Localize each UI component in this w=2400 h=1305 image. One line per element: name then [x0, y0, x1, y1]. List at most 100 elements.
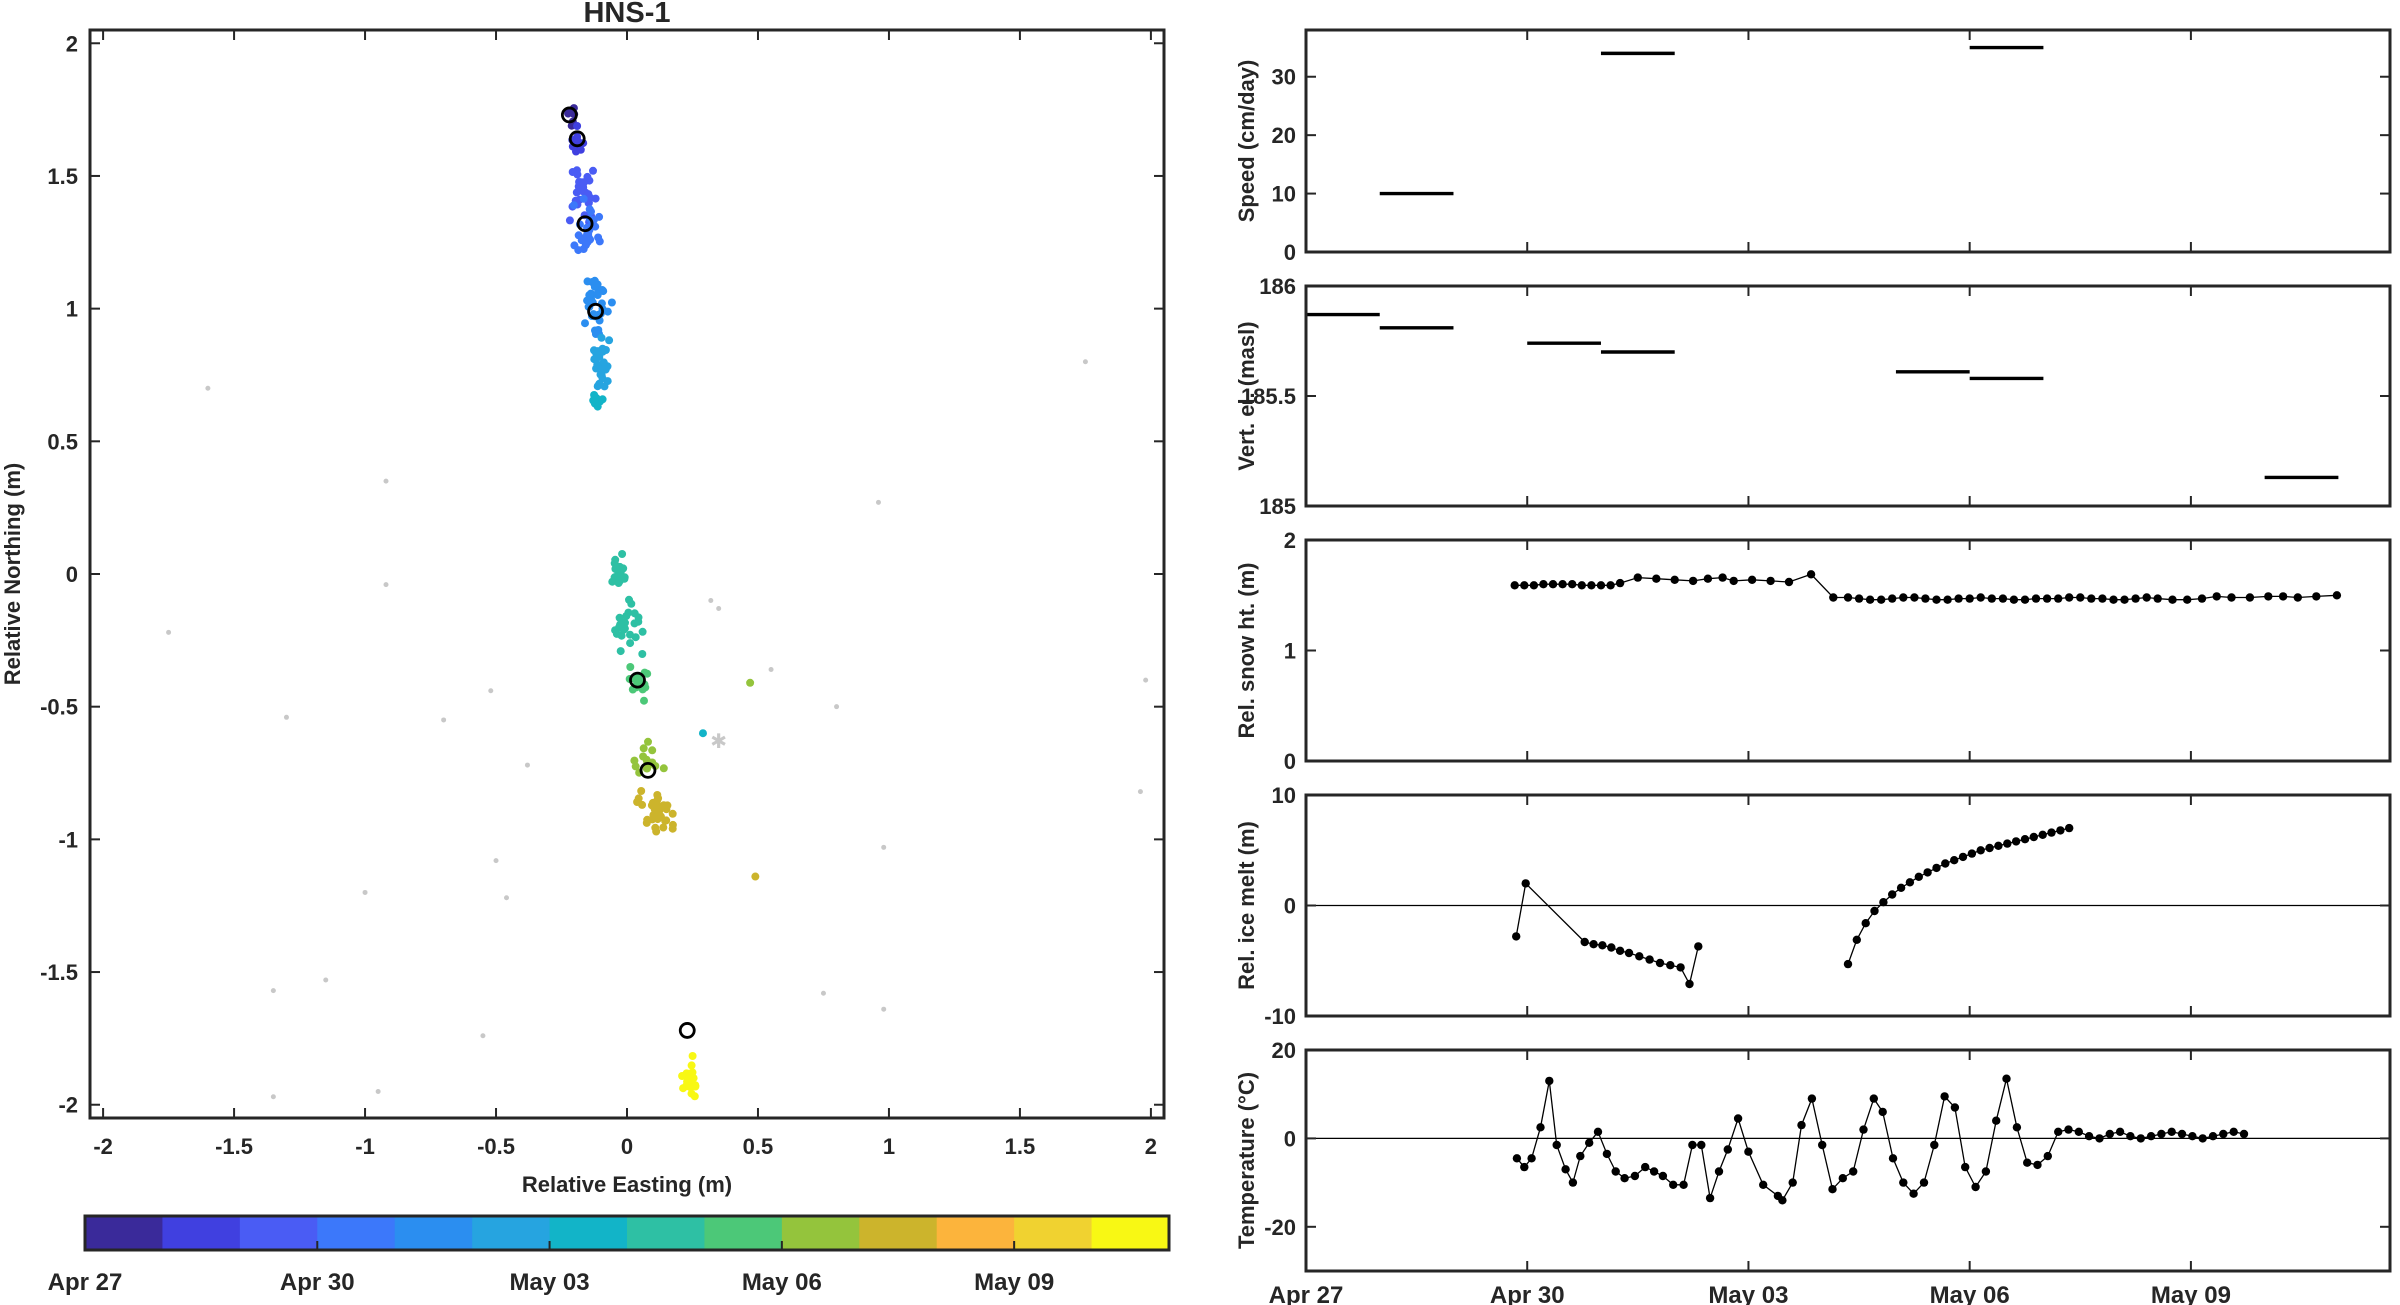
y-tick-label: 0 [1284, 894, 1296, 919]
colorbar-block [859, 1216, 938, 1250]
data-point [1510, 581, 1519, 590]
data-point [2020, 595, 2030, 604]
gray-point [205, 385, 211, 391]
snow-height-y-label: Rel. snow ht. (m) [1234, 563, 1259, 739]
data-point [1818, 1140, 1827, 1150]
data-point [1633, 573, 1643, 582]
data-point [1985, 843, 1994, 853]
position-point [639, 744, 648, 753]
position-point [597, 333, 606, 342]
colorbar-block [394, 1216, 473, 1250]
data-point [1744, 1147, 1753, 1156]
y-tick-label: 20 [1272, 1038, 1296, 1063]
data-point [1624, 948, 1634, 958]
map-y-tick-label: 0 [66, 562, 78, 587]
data-point [2167, 1127, 2176, 1137]
gray-point [820, 990, 826, 996]
position-point [625, 595, 633, 604]
colorbar-block [549, 1216, 628, 1250]
data-point [1606, 581, 1615, 590]
data-point [1714, 1167, 1724, 1176]
data-point [2239, 1129, 2249, 1139]
map-x-tick-label: 0.5 [743, 1134, 774, 1159]
data-point [2198, 1134, 2207, 1143]
data-point [1723, 1145, 1733, 1154]
map-y-ticks: -2 -1.5 -1 -0.5 0 0.5 1 1.5 2 [40, 31, 1164, 1118]
gray-point [270, 1094, 276, 1100]
y-tick-label: 30 [1272, 65, 1296, 90]
x-tick-label: May 03 [1708, 1282, 1788, 1305]
data-point [1843, 593, 1853, 602]
data-point [2042, 594, 2052, 603]
data-point [1652, 574, 1661, 583]
data-point [1869, 1094, 1879, 1103]
x-tick-label: Apr 30 [1490, 1282, 1565, 1305]
gray-point [383, 478, 389, 484]
map-x-label: Relative Easting (m) [522, 1172, 732, 1197]
position-point [746, 678, 755, 687]
position-point [691, 1082, 700, 1091]
gray-point [270, 988, 276, 994]
position-point [581, 319, 589, 328]
daily-marker [568, 130, 586, 148]
position-point [626, 639, 635, 648]
data-point [2056, 826, 2065, 835]
position-point [751, 872, 760, 881]
data-point [2054, 1127, 2063, 1137]
position-point [598, 286, 607, 294]
data-point [2115, 1127, 2125, 1137]
position-point [603, 307, 612, 316]
gray-star-marker: ✱ [710, 731, 727, 753]
data-point [2208, 1132, 2218, 1141]
data-point [1729, 576, 1738, 586]
data-point [1778, 1196, 1787, 1205]
data-point [1910, 593, 1919, 602]
position-point [589, 166, 597, 175]
data-point [2142, 593, 2151, 602]
data-point [2197, 594, 2207, 603]
data-point [1843, 959, 1853, 969]
position-point [568, 168, 577, 176]
gray-point [716, 605, 722, 611]
data-point [1958, 852, 1968, 862]
data-point [2188, 1132, 2197, 1141]
data-point [1766, 576, 1775, 586]
position-point [595, 379, 604, 388]
data-point [1899, 1178, 1908, 1187]
data-point [1607, 943, 1616, 952]
map-x-ticks: -2 -1.5 -1 -0.5 0 0.5 1 1.5 2 [93, 30, 1157, 1159]
colorbar-tick-label: May 03 [510, 1269, 590, 1296]
colorbar-block [704, 1216, 783, 1250]
map-y-tick-label: 2 [66, 31, 78, 56]
data-point [1921, 594, 1930, 603]
data-point [2177, 1129, 2187, 1139]
data-point [1688, 576, 1698, 586]
elevation-y-label: Vert. el. (masl) [1234, 321, 1259, 470]
position-point [579, 179, 588, 187]
gray-point [881, 1006, 887, 1012]
data-point [1919, 1178, 1929, 1187]
position-point [616, 647, 625, 656]
data-point [1981, 1167, 1991, 1176]
data-point [1694, 942, 1703, 951]
data-point [2146, 1132, 2156, 1141]
data-point [1878, 1107, 1887, 1117]
data-point [1641, 1162, 1650, 1172]
data-point [2043, 1151, 2052, 1161]
data-point [1788, 1178, 1797, 1187]
position-point [611, 555, 620, 564]
speed-panel: 0 10 20 30 Speed (cm/day) [1234, 28, 2392, 265]
position-point [637, 787, 646, 795]
data-point [1615, 946, 1625, 955]
map-x-tick-label: -1 [355, 1134, 375, 1159]
data-point [2003, 839, 2012, 848]
data-point [1545, 1076, 1554, 1086]
data-point [1888, 594, 1897, 603]
data-point [2183, 595, 2192, 604]
position-point [573, 122, 582, 130]
data-point [2105, 1129, 2114, 1139]
position-map: ✱ -2 -1.5 -1 -0.5 0 0.5 1 1.5 2 -2 -1.5 -1 -0.5 0 0.5… [0, 0, 1166, 1197]
position-point [570, 241, 579, 250]
data-point [2131, 594, 2140, 603]
